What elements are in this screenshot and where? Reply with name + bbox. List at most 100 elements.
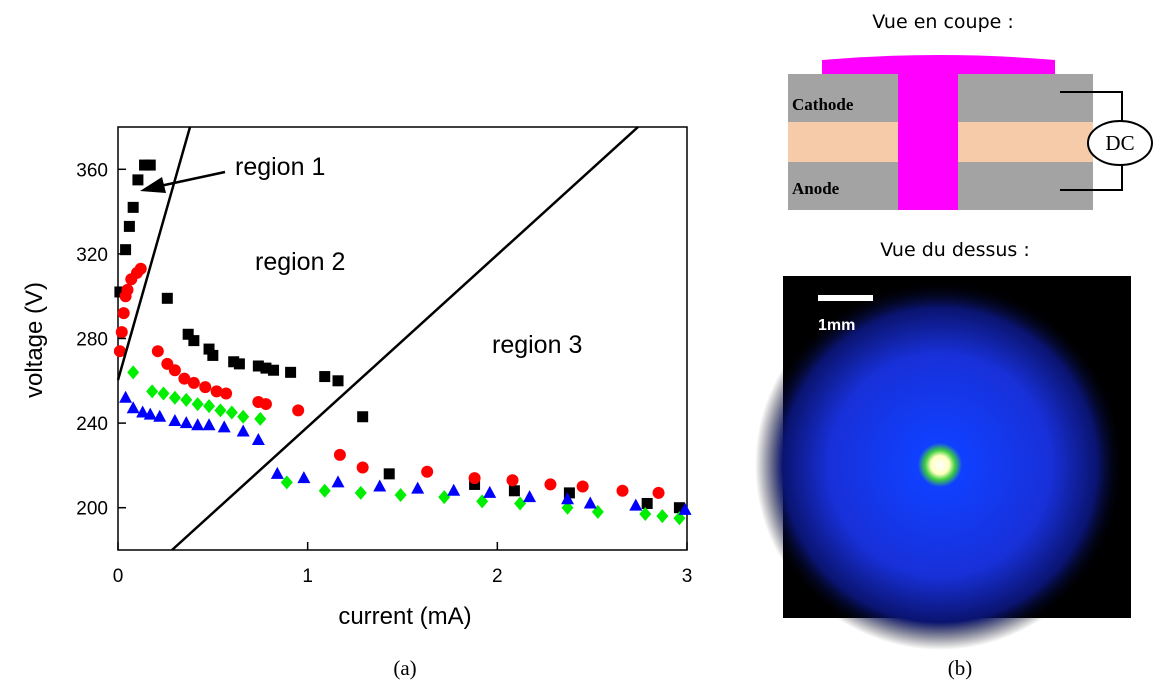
data-point — [191, 418, 205, 431]
scale-bar — [818, 295, 873, 301]
data-point — [561, 492, 575, 505]
data-point — [254, 411, 267, 426]
boundary-line — [116, 126, 192, 381]
data-point — [483, 485, 497, 498]
data-point — [514, 496, 527, 511]
annotation: region 3 — [492, 331, 582, 359]
data-point — [127, 201, 139, 213]
data-point — [143, 407, 157, 420]
data-point — [123, 220, 135, 232]
plot-frame — [117, 126, 688, 551]
data-point — [153, 409, 167, 422]
data-point — [210, 385, 223, 398]
layer-label: Cathode — [792, 95, 854, 114]
data-point — [318, 483, 331, 498]
data-point — [280, 475, 293, 490]
data-point — [259, 398, 272, 411]
data-point — [117, 307, 130, 320]
arrow-head — [140, 177, 166, 193]
diagram-title: Vue du dessus : — [880, 239, 1030, 261]
plot-area — [113, 159, 692, 526]
data-point — [373, 479, 387, 492]
data-point — [292, 404, 305, 417]
source-label: DC — [1105, 131, 1134, 155]
data-point — [576, 480, 589, 493]
data-point — [217, 420, 231, 433]
layer-label: Anode — [792, 179, 840, 198]
dc-source — [1087, 120, 1153, 166]
annotation: region 1 — [235, 153, 325, 181]
data-point — [563, 487, 575, 499]
data-point — [236, 424, 250, 437]
data-point — [132, 174, 144, 186]
data-point — [225, 405, 238, 420]
data-point — [121, 283, 134, 296]
y-tick-label: 200 — [76, 499, 108, 520]
caption: (a) — [393, 656, 416, 680]
data-point — [157, 386, 170, 401]
data-point — [136, 405, 150, 418]
data-point — [191, 397, 204, 412]
diagram-title: Vue en coupe : — [872, 11, 1014, 33]
data-point — [207, 349, 219, 361]
data-point — [203, 343, 215, 355]
data-point — [187, 376, 200, 389]
plasma-glow — [755, 280, 1125, 650]
plasma-cap — [822, 55, 1055, 74]
data-point — [354, 485, 367, 500]
data-point — [333, 448, 346, 461]
x-tick-label: 0 — [113, 566, 124, 587]
y-tick-label: 240 — [76, 414, 108, 435]
data-point — [114, 286, 126, 298]
data-point — [113, 345, 126, 358]
data-point — [251, 433, 265, 446]
data-point — [168, 390, 181, 405]
boundary-line — [171, 126, 639, 551]
data-point — [220, 387, 233, 400]
data-point — [356, 461, 369, 474]
data-point — [678, 502, 692, 515]
data-point — [629, 498, 643, 511]
data-point — [146, 384, 159, 399]
data-point — [383, 468, 395, 480]
data-point — [523, 490, 537, 503]
data-point — [641, 497, 653, 509]
data-point — [332, 375, 344, 387]
data-point — [188, 335, 200, 347]
data-point — [119, 390, 133, 403]
data-point — [421, 465, 434, 478]
data-point — [180, 392, 193, 407]
data-point — [127, 365, 140, 380]
y-tick-label: 280 — [76, 330, 108, 351]
data-point — [151, 345, 164, 358]
data-point — [285, 366, 297, 378]
data-point — [168, 364, 181, 377]
x-tick-label: 2 — [492, 566, 503, 587]
data-point — [228, 356, 240, 368]
data-point — [144, 159, 156, 171]
data-point — [270, 466, 284, 479]
data-point — [357, 411, 369, 423]
data-point — [268, 364, 280, 376]
y-axis-label: voltage (V) — [21, 282, 48, 398]
data-point — [652, 486, 665, 499]
data-point — [115, 326, 128, 339]
y-tick-label: 360 — [76, 160, 108, 181]
data-point — [178, 372, 191, 385]
data-point — [233, 358, 245, 370]
data-point — [506, 474, 519, 487]
data-point — [202, 418, 216, 431]
data-point — [438, 490, 451, 505]
data-point — [214, 403, 227, 418]
x-axis-label: current (mA) — [338, 603, 471, 630]
data-point — [120, 244, 132, 256]
data-point — [252, 360, 264, 372]
annotation: region 2 — [255, 248, 345, 276]
data-point — [673, 502, 685, 514]
data-point — [411, 481, 425, 494]
data-point — [199, 381, 212, 394]
caption: (b) — [948, 656, 973, 680]
data-point — [126, 401, 140, 414]
data-point — [544, 478, 557, 491]
